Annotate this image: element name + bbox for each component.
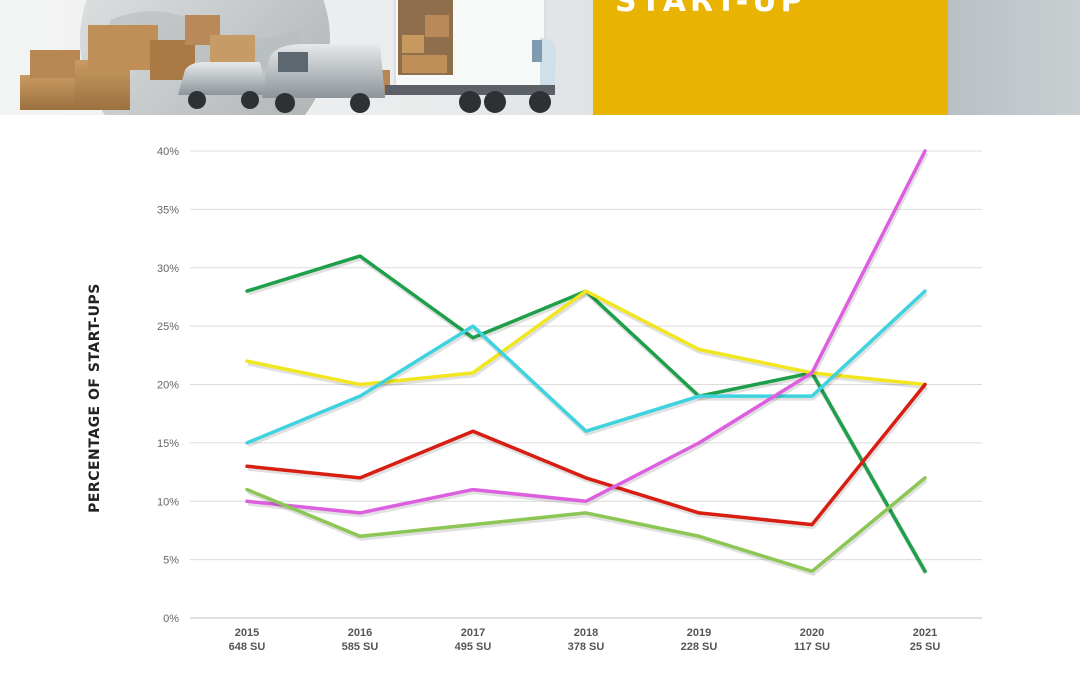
series-line-2 <box>245 289 927 387</box>
x-tick-label: 2017 <box>461 627 485 639</box>
header-banner: START-UP <box>0 0 1080 115</box>
x-tick-label: 2015 <box>235 627 259 639</box>
y-axis-label: PERCENTAGE OF START-UPS <box>87 283 103 513</box>
x-tick-label: 2021 <box>913 627 937 639</box>
banner-right-panel <box>948 0 1080 115</box>
series-line-6 <box>245 476 927 574</box>
y-tick-label: 30% <box>157 263 179 275</box>
title-box: START-UP <box>593 0 948 115</box>
x-tick-sublabel: 25 SU <box>910 641 941 653</box>
y-tick-label: 20% <box>157 380 179 392</box>
x-tick-sublabel: 378 SU <box>568 641 605 653</box>
series-shadow <box>247 477 928 576</box>
x-tick-sublabel: 495 SU <box>455 641 492 653</box>
series-line-4 <box>245 382 927 527</box>
chart-series <box>245 149 929 576</box>
x-tick-label: 2016 <box>348 627 372 639</box>
x-axis-ticks: 2015 648 SU 2016 585 SU 2017 495 SU 2018 378 SU… <box>229 627 941 653</box>
x-tick-label: 2018 <box>574 627 598 639</box>
x-tick-label: 2019 <box>687 627 711 639</box>
x-tick-sublabel: 117 SU <box>794 641 830 653</box>
y-tick-label: 40% <box>157 146 179 158</box>
x-tick-sublabel: 585 SU <box>342 641 379 653</box>
series-line-5 <box>245 149 927 515</box>
y-tick-label: 0% <box>163 613 179 625</box>
x-tick-sublabel: 228 SU <box>681 641 718 653</box>
y-tick-label: 10% <box>157 496 179 508</box>
y-tick-label: 15% <box>157 438 179 450</box>
x-tick-sublabel: 648 SU <box>229 641 266 653</box>
chart-grid <box>190 150 982 619</box>
page-title: START-UP <box>615 0 807 19</box>
series-shadow <box>247 255 929 575</box>
line-chart: 0% 5% 10% 15% 20% 25% 30% 35% 40% 2015 648 SU 2016… <box>157 146 982 653</box>
y-tick-label: 35% <box>157 204 179 216</box>
y-axis-ticks: 0% 5% 10% 15% 20% 25% 30% 35% 40% <box>157 146 179 625</box>
series-shadow <box>247 291 928 448</box>
y-tick-label: 5% <box>163 555 179 567</box>
series-line-3 <box>245 289 927 445</box>
delivery-trucks-image <box>20 0 556 115</box>
series-line-1 <box>245 254 927 574</box>
x-tick-label: 2020 <box>800 627 824 639</box>
y-tick-label: 25% <box>157 321 179 333</box>
series-shadow <box>247 151 929 518</box>
